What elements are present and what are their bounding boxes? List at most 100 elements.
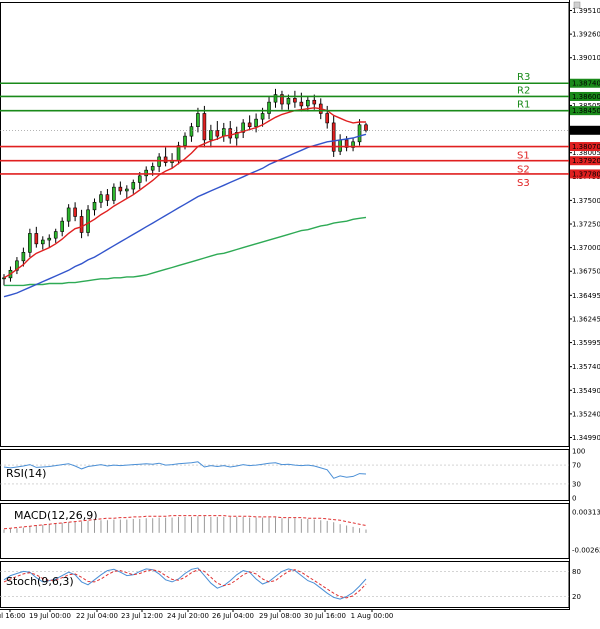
price-tick-label: 1.37500: [572, 197, 600, 205]
price-tick-label: 1.35740: [572, 363, 600, 371]
candle-body: [47, 237, 52, 241]
candle-body: [280, 94, 284, 105]
candle-body: [105, 194, 110, 201]
candle-body: [73, 207, 77, 217]
candle-body: [202, 113, 207, 141]
time-tick-label: 29 Jul 08:00: [259, 612, 301, 620]
candle-body: [53, 231, 58, 239]
stoch-panel-frame: [0, 561, 570, 608]
time-tick-label: 1 Aug 00:00: [351, 612, 394, 620]
candle-body: [273, 94, 278, 103]
candle-body: [189, 126, 194, 137]
candle-body: [293, 98, 297, 103]
level-name-r3: R3: [517, 72, 530, 83]
time-tick-label: 30 Jul 16:00: [304, 612, 346, 620]
candle-body: [196, 113, 200, 127]
price-tick-label: 1.39510: [572, 7, 600, 15]
candle-body: [221, 128, 226, 137]
ma-fast-line: [3, 107, 366, 279]
level-price-label: 1.38600: [572, 93, 600, 101]
candle-body: [325, 113, 330, 124]
stoch-tick-label: 80: [572, 568, 581, 576]
candle-body: [2, 277, 6, 280]
level-name-s2: S2: [517, 165, 530, 176]
candle-body: [306, 99, 310, 107]
candle-body: [28, 233, 32, 253]
price-tick-label: 1.35995: [572, 339, 600, 347]
level-price-box: [570, 78, 600, 88]
level-name-r2: R2: [517, 85, 530, 96]
level-price-box: [570, 142, 600, 152]
rsi-panel-frame: [0, 449, 570, 501]
candle-body: [15, 260, 19, 271]
level-price-label: 1.37780: [572, 170, 600, 178]
candle-body: [312, 99, 317, 105]
candle-body: [183, 135, 187, 146]
candle-body: [299, 101, 304, 107]
candle-body: [131, 182, 136, 190]
candle-body: [260, 113, 265, 120]
level-price-label: 1.38450: [572, 107, 600, 115]
candle-body: [286, 98, 291, 105]
candle-body: [137, 175, 142, 183]
candle-body: [228, 128, 233, 139]
level-name-s3: S3: [517, 178, 530, 189]
level-price-label: 1.37920: [572, 157, 600, 165]
time-tick-label: 22 Jul 04:00: [76, 612, 118, 620]
level-price-box: [570, 156, 600, 166]
candle-body: [234, 132, 239, 139]
level-price-box: [570, 91, 600, 101]
candle-body: [241, 122, 245, 133]
candle-body: [344, 139, 349, 148]
candle-body: [254, 118, 258, 127]
candle-body: [338, 139, 342, 152]
candle-body: [112, 186, 116, 201]
candle-body: [60, 220, 64, 232]
price-tick-label: 1.39260: [572, 31, 600, 39]
candle-body: [357, 124, 362, 143]
stoch-label: Stoch(9,6,3): [6, 575, 74, 588]
candle-body: [215, 130, 220, 137]
time-tick-label: 23 Jul 12:00: [121, 612, 163, 620]
time-tick-label: 19 Jul 00:00: [29, 612, 71, 620]
price-tick-label: 1.38005: [572, 149, 600, 157]
candle-body: [125, 188, 129, 192]
ma-mid-line: [3, 133, 367, 298]
current-price-label: 1.38242: [572, 127, 600, 135]
candle-body: [40, 239, 45, 245]
level-name-s1: S1: [517, 151, 530, 162]
price-tick-label: 1.35240: [572, 410, 600, 418]
candle-body: [351, 141, 355, 148]
price-tick-label: 1.36495: [572, 292, 600, 300]
level-price-box: [570, 106, 600, 116]
candle-body: [21, 252, 26, 262]
price-tick-label: 1.36750: [572, 268, 600, 276]
rsi-label: RSI(14): [6, 467, 46, 480]
price-tick-label: 1.34990: [572, 434, 600, 442]
candle-body: [176, 145, 181, 162]
rsi-tick-label: 100: [572, 448, 585, 456]
candle-body: [118, 186, 123, 192]
price-tick-label: 1.35490: [572, 387, 600, 395]
candle-body: [157, 156, 161, 167]
time-tick-label: 26 Jul 04:00: [212, 612, 254, 620]
rsi-tick-label: 30: [572, 480, 581, 488]
candle-body: [79, 216, 84, 233]
stoch-tick-label: 20: [572, 593, 581, 601]
candle-body: [66, 207, 71, 222]
candle-body: [209, 130, 213, 141]
stoch-main-line: [3, 567, 367, 600]
time-tick-label: Jul 16:00: [0, 612, 25, 620]
level-name-r1: R1: [517, 100, 530, 111]
candle-body: [163, 156, 168, 163]
time-tick-label: 24 Jul 20:00: [167, 612, 209, 620]
candle-body: [86, 209, 90, 233]
candle-body: [92, 201, 97, 211]
current-price-box: [570, 125, 600, 135]
candle-body: [364, 124, 368, 131]
price-tick-label: 1.36245: [572, 315, 600, 323]
level-price-box: [570, 169, 600, 179]
price-tick-label: 1.39010: [572, 54, 600, 62]
